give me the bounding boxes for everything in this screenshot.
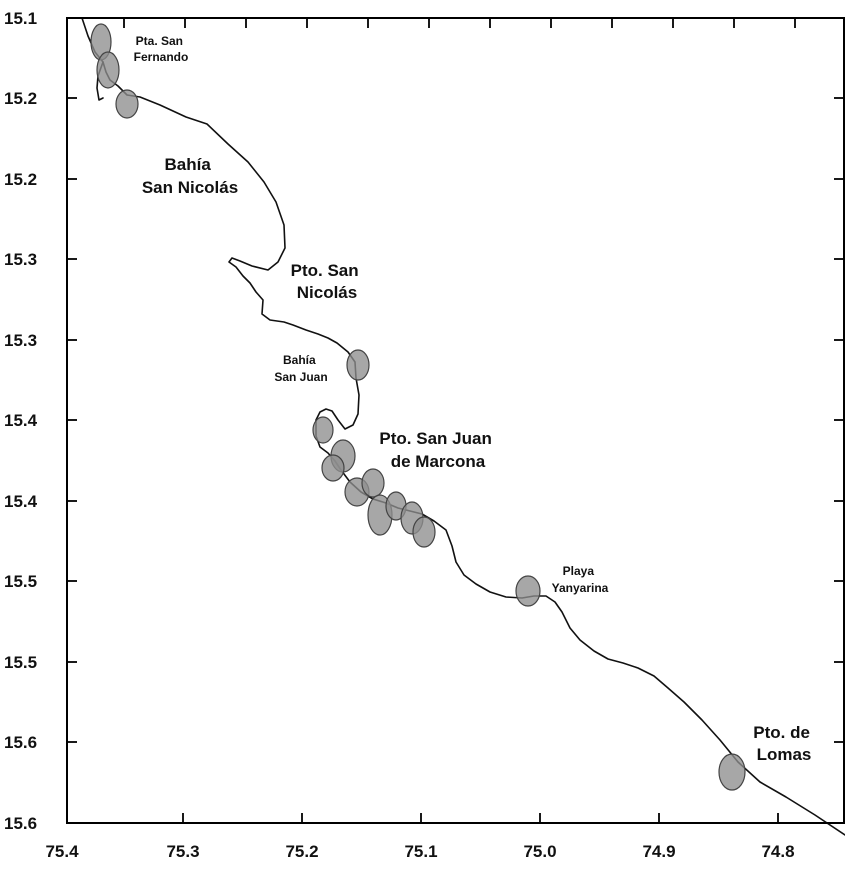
place-labels: Pta. San Fernando Bahía San Nicolás Pto.… xyxy=(134,34,814,764)
ticks xyxy=(66,18,844,823)
zone xyxy=(346,349,370,381)
zone xyxy=(412,516,436,548)
zone xyxy=(515,575,541,607)
y-tick-label: 15.2 xyxy=(4,170,37,189)
place-label-pto-de-lomas: Pto. de Lomas xyxy=(753,723,814,764)
y-tick-label: 15.4 xyxy=(4,492,38,511)
y-tick-label: 15.1 xyxy=(4,9,37,28)
x-tick-label: 75.4 xyxy=(45,842,79,861)
place-label-playa-yanyarina: Playa Yanyarina xyxy=(552,564,609,595)
place-label-bahia-san-nicolas: Bahía San Nicolás xyxy=(142,155,238,197)
y-tick-label: 15.3 xyxy=(4,331,37,350)
coastline xyxy=(81,17,845,836)
zone xyxy=(96,51,120,89)
x-tick-label: 75.3 xyxy=(166,842,199,861)
map-frame xyxy=(66,17,845,824)
x-axis-labels: 75.4 75.3 75.2 75.1 75.0 74.9 74.8 xyxy=(45,842,794,861)
place-label-pto-san-nicolas: Pto. San Nicolás xyxy=(291,261,364,302)
place-label-bahia-san-juan: Bahía San Juan xyxy=(274,353,327,384)
y-tick-label: 15.2 xyxy=(4,89,37,108)
zone xyxy=(718,753,746,791)
y-tick-label: 15.3 xyxy=(4,250,37,269)
x-tick-label: 75.0 xyxy=(523,842,556,861)
y-tick-label: 15.5 xyxy=(4,653,37,672)
zone xyxy=(361,468,385,498)
y-axis-labels: 15.1 15.2 15.2 15.3 15.3 15.4 15.4 15.5 … xyxy=(4,9,38,833)
x-tick-label: 75.1 xyxy=(404,842,437,861)
y-tick-label: 15.6 xyxy=(4,814,37,833)
y-tick-label: 15.5 xyxy=(4,572,37,591)
shaded-zones xyxy=(90,23,746,791)
x-tick-label: 75.2 xyxy=(285,842,318,861)
place-label-pto-san-juan-de-marcona: Pto. San Juan de Marcona xyxy=(379,429,496,471)
zone xyxy=(115,89,139,119)
place-label-pta-san-fernando: Pta. San Fernando xyxy=(134,34,189,64)
x-tick-label: 74.9 xyxy=(642,842,675,861)
y-tick-label: 15.4 xyxy=(4,411,38,430)
y-tick-label: 15.6 xyxy=(4,733,37,752)
zone xyxy=(321,454,345,482)
x-tick-label: 74.8 xyxy=(761,842,794,861)
zone xyxy=(312,416,334,444)
